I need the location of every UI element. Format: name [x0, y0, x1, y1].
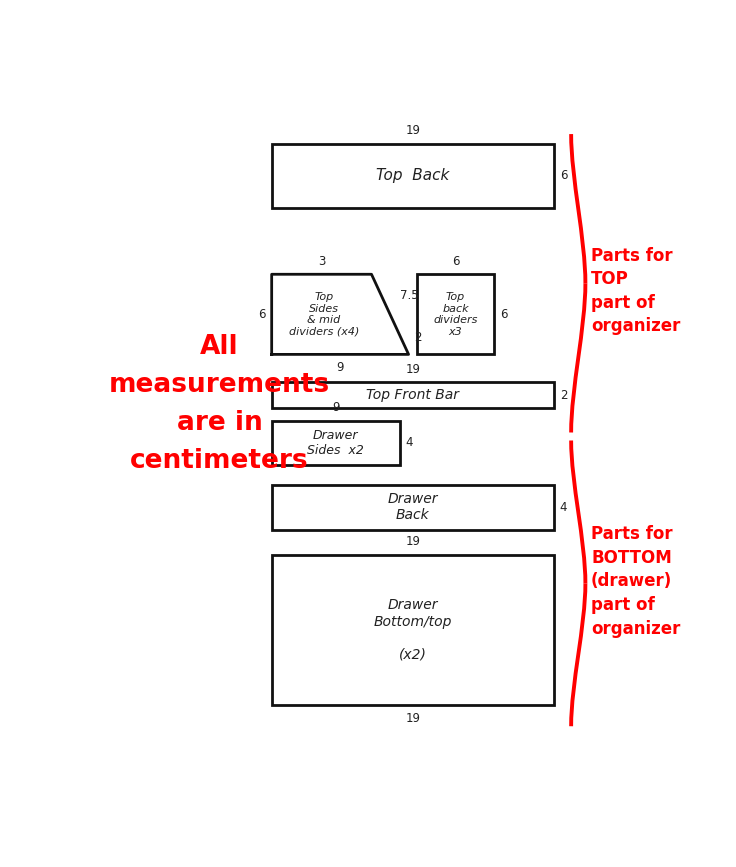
- Text: 19: 19: [406, 362, 420, 375]
- Text: Top
back
dividers
x3: Top back dividers x3: [434, 292, 478, 336]
- Text: Top
Sides
& mid
dividers (x4): Top Sides & mid dividers (x4): [289, 292, 359, 336]
- Text: 3: 3: [318, 255, 325, 268]
- Bar: [272, 485, 554, 530]
- Text: 2: 2: [560, 388, 567, 401]
- Text: 2: 2: [414, 331, 422, 344]
- Bar: [272, 382, 554, 407]
- Text: All
measurements
are in
centimeters: All measurements are in centimeters: [109, 335, 330, 474]
- Text: Top Front Bar: Top Front Bar: [367, 388, 459, 402]
- Text: Drawer
Bottom/top

(x2): Drawer Bottom/top (x2): [374, 598, 452, 661]
- Text: 7.5: 7.5: [400, 290, 419, 303]
- Text: 19: 19: [406, 535, 420, 548]
- Bar: [417, 274, 494, 355]
- Bar: [272, 421, 400, 465]
- Text: 6: 6: [560, 169, 567, 182]
- Text: 19: 19: [406, 125, 420, 137]
- Text: 6: 6: [452, 255, 459, 268]
- Text: 6: 6: [258, 308, 266, 321]
- Text: Drawer
Back: Drawer Back: [388, 492, 438, 522]
- Text: Top  Back: Top Back: [376, 168, 450, 183]
- Text: 19: 19: [406, 712, 420, 725]
- Text: Parts for
BOTTOM
(drawer)
part of
organizer: Parts for BOTTOM (drawer) part of organi…: [591, 525, 681, 637]
- Text: Drawer
Sides  x2: Drawer Sides x2: [308, 429, 364, 457]
- Text: 9: 9: [336, 361, 344, 374]
- Text: 4: 4: [406, 436, 413, 449]
- Bar: [272, 555, 554, 705]
- Text: 4: 4: [560, 501, 567, 514]
- Bar: [272, 144, 554, 207]
- Text: 6: 6: [500, 308, 507, 321]
- Text: 9: 9: [332, 401, 339, 414]
- Polygon shape: [272, 274, 408, 355]
- Text: Parts for
TOP
part of
organizer: Parts for TOP part of organizer: [591, 246, 681, 336]
